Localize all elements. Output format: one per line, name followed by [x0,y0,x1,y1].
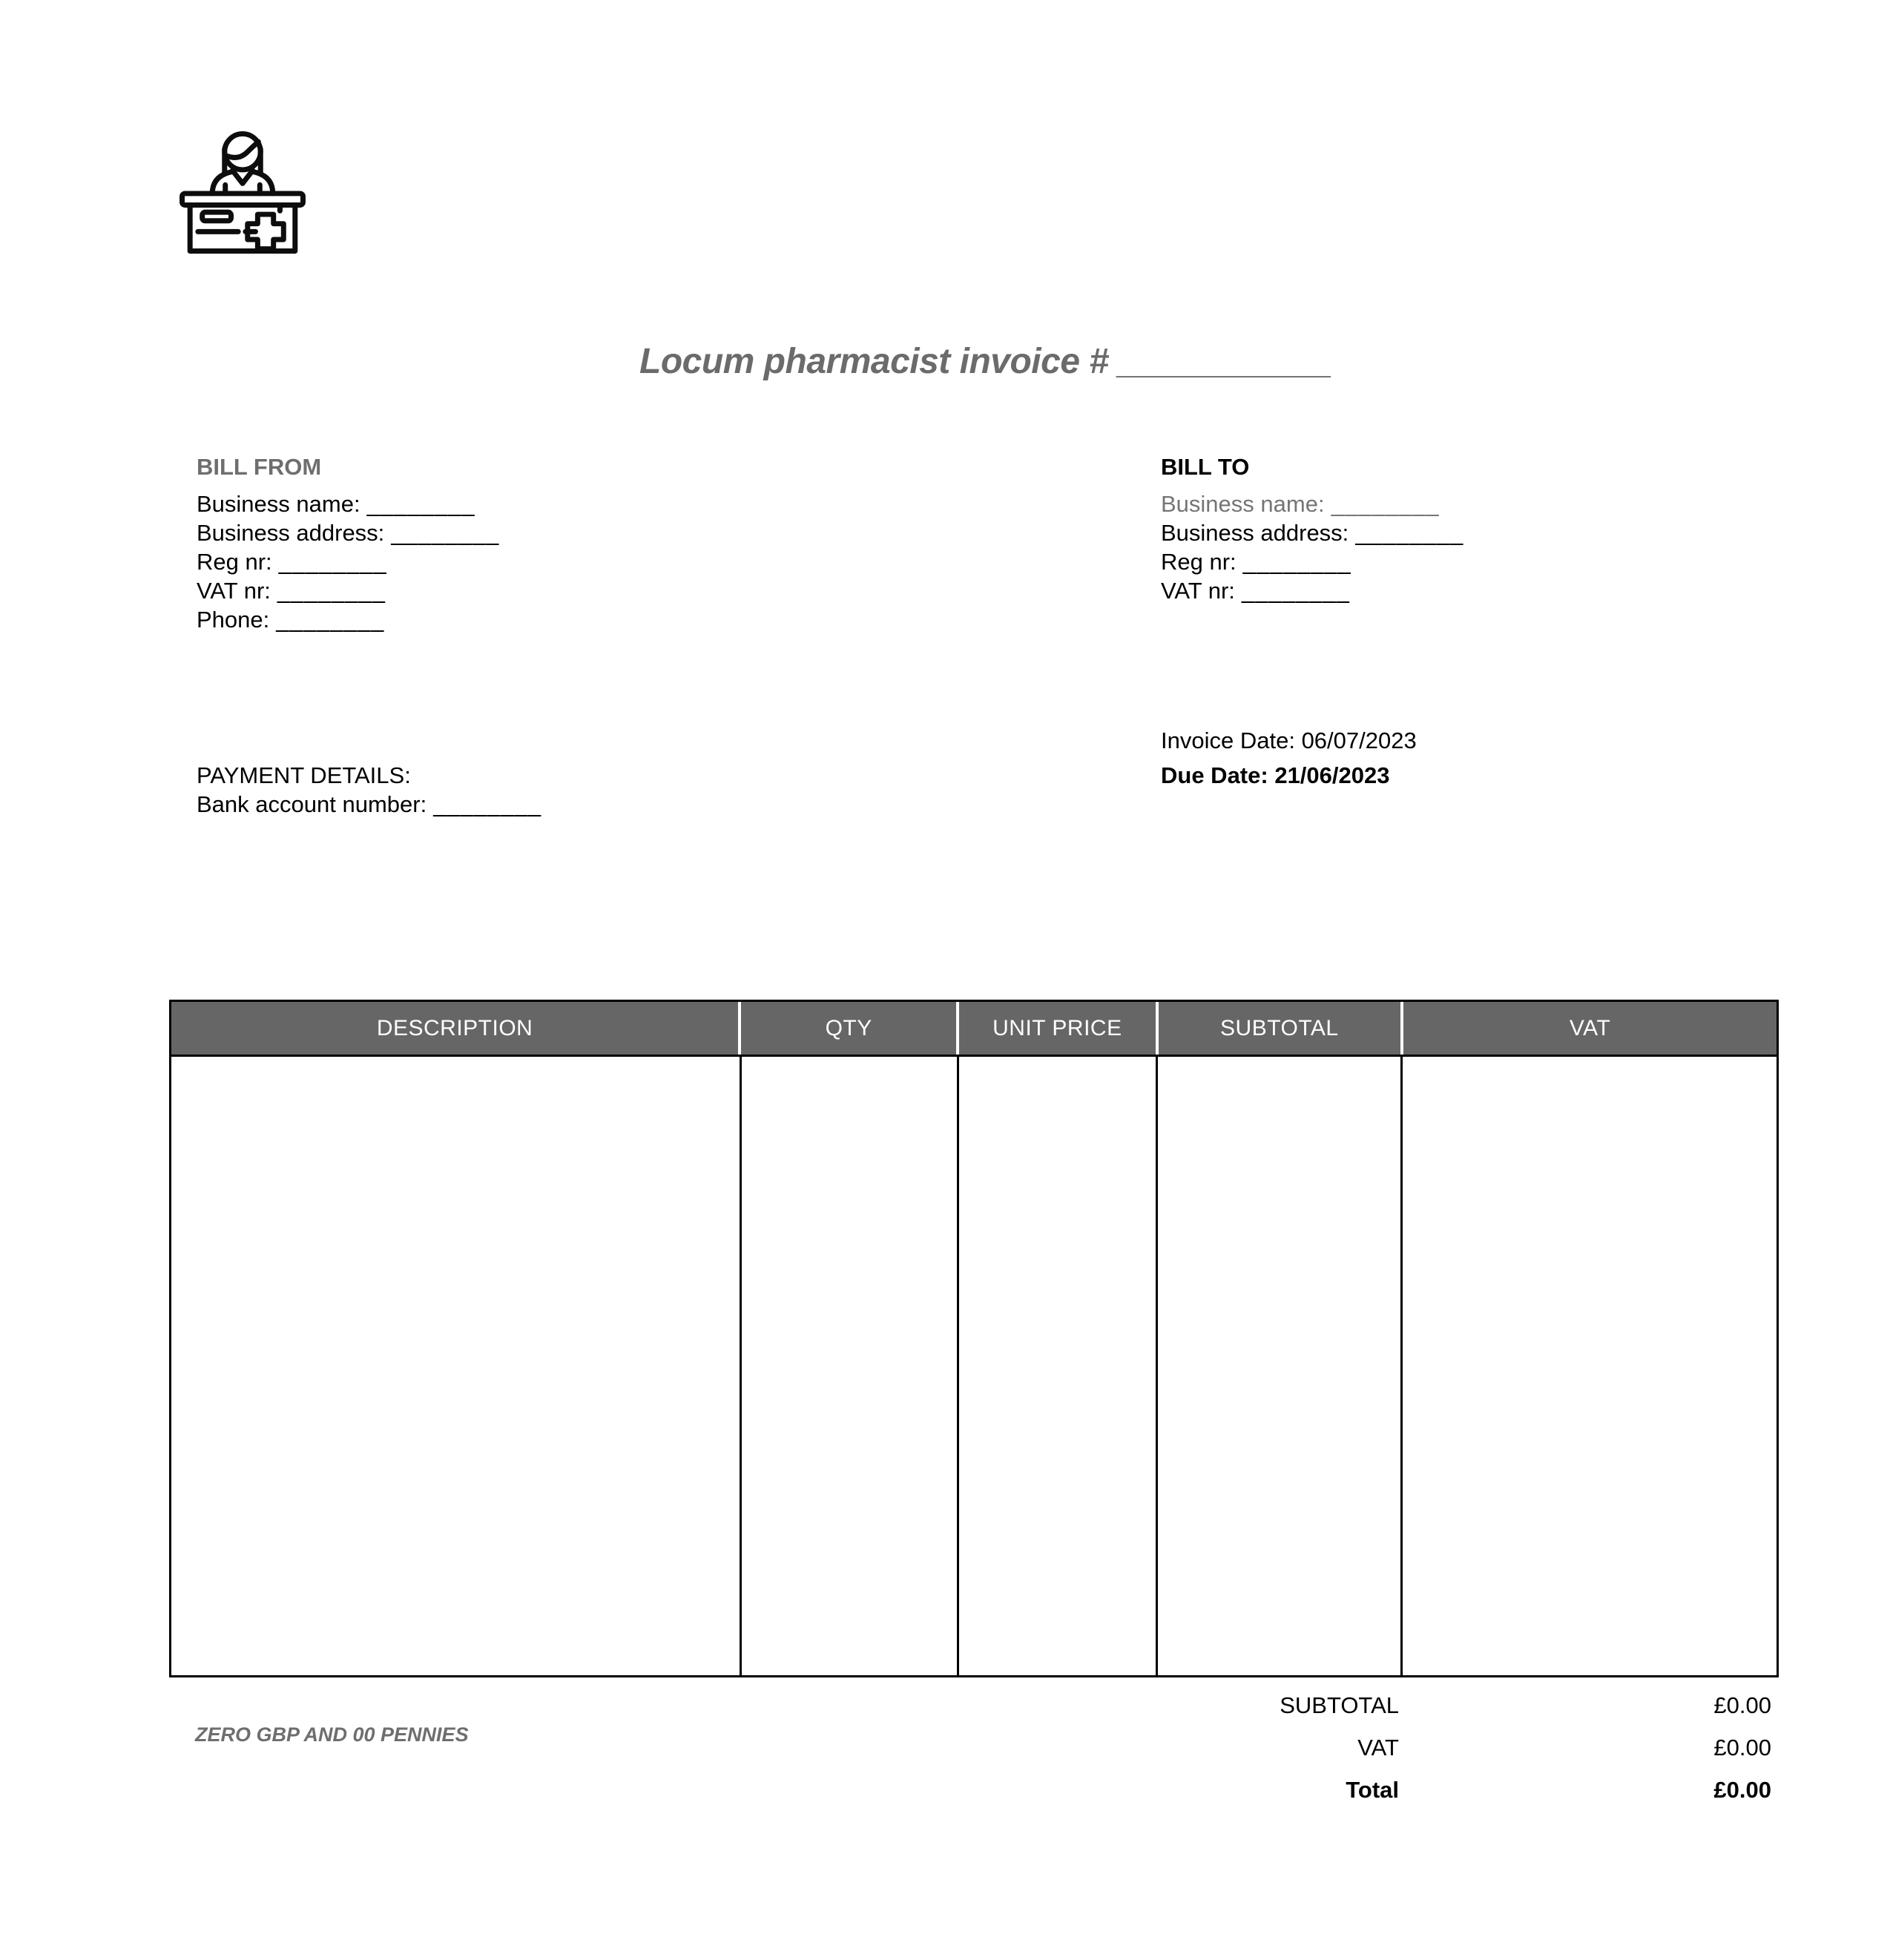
field-blank-line: ________ [366,491,475,517]
bill-from-reg-nr-row: Reg nr: ________ [197,547,499,576]
bill-to-business-name-row: Business name: ________ [1161,489,1463,518]
invoice-title: Locum pharmacist invoice # ___________ [639,342,1332,381]
bill-from-heading: BILL FROM [197,454,322,480]
due-date-line: Due Date: 21/06/2023 [1161,758,1417,793]
field-blank-line: ________ [1355,520,1464,546]
bill-from-phone-row: Phone: ________ [197,605,499,634]
invoice-date-value: 06/07/2023 [1301,727,1417,753]
vat-row: VAT £0.00 [912,1735,1771,1777]
bill-from-section: BILL FROM Business name: ________ Busines… [197,452,499,634]
cell-description [171,1057,740,1675]
vat-value: £0.00 [1713,1735,1771,1761]
line-items-table: DESCRIPTION QTY UNIT PRICE SUBTOTAL VAT [169,1000,1779,1677]
bill-to-business-address-row: Business address: ________ [1161,518,1463,547]
pharmacist-at-counter-icon [180,131,306,254]
totals-section: SUBTOTAL £0.00 VAT £0.00 Total £0.00 [912,1692,1771,1819]
field-blank-line: ________ [391,520,500,546]
payment-details-heading: PAYMENT DETAILS: [197,762,411,788]
column-header-description: DESCRIPTION [376,1015,533,1040]
bill-to-heading: BILL TO [1161,454,1250,480]
bill-to-reg-nr-row: Reg nr: ________ [1161,547,1463,576]
field-blank-line: ________ [1241,578,1350,604]
cell-vat [1400,1057,1777,1675]
field-label: Business name: [197,491,360,517]
table-body-row [171,1057,1777,1675]
field-label: VAT nr: [1161,578,1235,604]
bill-from-business-address-row: Business address: ________ [197,518,499,547]
field-label: Phone: [197,607,270,633]
field-blank-line: ________ [1331,491,1440,517]
field-blank-line: ________ [433,791,542,817]
bill-from-vat-nr-row: VAT nr: ________ [197,576,499,605]
bank-account-number-row: Bank account number: ________ [197,790,541,819]
field-label: Business address: [197,520,385,546]
field-label: VAT nr: [197,578,271,604]
due-date-label: Due Date: [1161,762,1268,788]
column-header-subtotal: SUBTOTAL [1155,1002,1401,1055]
due-date-value: 21/06/2023 [1274,762,1390,788]
total-value: £0.00 [1713,1777,1771,1803]
bill-to-vat-nr-row: VAT nr: ________ [1161,576,1463,605]
total-row: Total £0.00 [912,1777,1771,1819]
cell-subtotal [1155,1057,1400,1675]
field-label: Reg nr: [1161,549,1237,575]
field-blank-line: ________ [277,578,386,604]
field-blank-line: ________ [276,607,385,633]
field-label: Business address: [1161,520,1349,546]
subtotal-row: SUBTOTAL £0.00 [912,1692,1771,1735]
subtotal-label: SUBTOTAL [1280,1692,1399,1718]
column-header-qty: QTY [738,1002,956,1055]
total-label: Total [1346,1777,1399,1803]
amount-in-words: ZERO GBP AND 00 PENNIES [195,1723,469,1746]
field-label: Reg nr: [197,549,272,575]
field-label: Bank account number: [197,791,427,817]
field-blank-line: ________ [278,549,387,575]
bill-to-section: BILL TO Business name: ________ Business … [1161,452,1463,605]
subtotal-value: £0.00 [1713,1692,1771,1718]
column-header-unit-price: UNIT PRICE [956,1002,1155,1055]
invoice-dates-section: Invoice Date: 06/07/2023 Due Date: 21/06… [1161,723,1417,793]
vat-label: VAT [1357,1735,1399,1761]
cell-unit-price [957,1057,1156,1675]
field-label: Business name: [1161,491,1325,517]
payment-details-section: PAYMENT DETAILS: Bank account number: ___… [197,761,541,819]
field-blank-line: ________ [1242,549,1351,575]
cell-qty [739,1057,958,1675]
table-header-row: DESCRIPTION QTY UNIT PRICE SUBTOTAL VAT [171,1002,1777,1057]
column-header-vat: VAT [1400,1002,1777,1055]
bill-from-business-name-row: Business name: ________ [197,489,499,518]
invoice-date-line: Invoice Date: 06/07/2023 [1161,723,1417,758]
invoice-date-label: Invoice Date: [1161,727,1295,753]
